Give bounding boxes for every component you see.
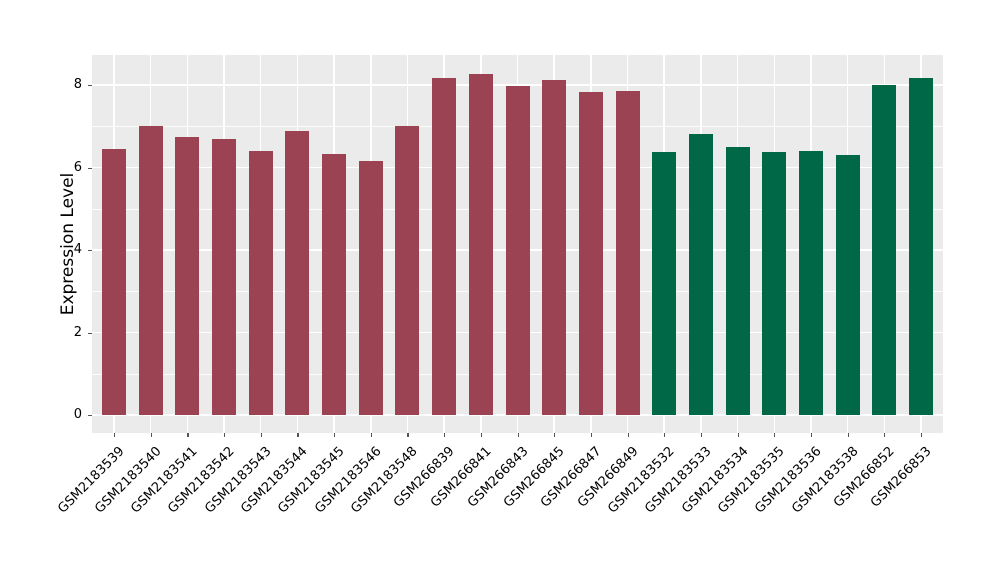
- y-tick-label: 6: [73, 159, 82, 175]
- x-tick-mark: [774, 433, 776, 437]
- x-tick-mark: [810, 433, 813, 437]
- y-tick-label: 8: [73, 77, 82, 92]
- bar-GSM266841: [468, 73, 493, 415]
- y-tick-label: 0: [73, 407, 82, 422]
- bar-GSM2183546: [358, 161, 383, 415]
- bar-GSM266847: [578, 91, 603, 415]
- bar-GSM266839: [432, 78, 457, 415]
- y-tick-mark: [88, 415, 92, 417]
- bar-GSM266852: [872, 85, 897, 415]
- x-tick-mark: [627, 433, 629, 437]
- bar-GSM2183534: [725, 146, 750, 415]
- y-tick-mark: [88, 332, 92, 334]
- x-tick-mark: [334, 433, 336, 437]
- bar-GSM2183533: [688, 133, 713, 415]
- x-tick-mark: [224, 433, 226, 437]
- x-tick-mark: [260, 433, 262, 437]
- bar-GSM2183543: [248, 150, 273, 415]
- x-tick-mark: [150, 433, 152, 437]
- bar-GSM2183532: [652, 151, 677, 415]
- bar-GSM2183535: [762, 151, 787, 415]
- bar-GSM2183540: [138, 126, 163, 415]
- x-tick-mark: [517, 433, 519, 437]
- x-tick-mark: [370, 433, 372, 437]
- bar-GSM266843: [505, 85, 530, 415]
- x-tick-mark: [444, 433, 446, 437]
- bar-GSM2183545: [322, 153, 347, 415]
- x-tick-mark: [297, 433, 299, 437]
- x-tick-mark: [114, 433, 116, 437]
- bar-GSM266849: [615, 90, 640, 415]
- bar-GSM266845: [542, 80, 567, 415]
- x-tick-mark: [920, 433, 923, 437]
- x-tick-mark: [480, 433, 482, 437]
- bar-GSM2183538: [835, 155, 860, 415]
- y-gridline-major: [92, 414, 943, 416]
- bar-GSM2183548: [395, 125, 420, 415]
- y-gridline-major: [92, 84, 943, 86]
- plot-area: [92, 55, 943, 433]
- bar-GSM2183536: [798, 150, 823, 415]
- x-tick-mark: [700, 433, 703, 437]
- x-tick-mark: [187, 433, 189, 437]
- bar-GSM2183544: [285, 130, 310, 415]
- bar-GSM266853: [908, 78, 933, 415]
- x-tick-mark: [847, 433, 849, 437]
- bar-GSM2183542: [212, 139, 237, 415]
- bar-GSM2183539: [102, 148, 126, 415]
- x-tick-mark: [737, 433, 739, 437]
- x-tick-mark: [664, 433, 666, 437]
- y-tick-mark: [88, 85, 92, 87]
- y-tick-mark: [88, 250, 92, 252]
- x-tick-mark: [407, 433, 409, 437]
- y-tick-label: 4: [73, 242, 82, 257]
- x-tick-mark: [590, 433, 593, 437]
- x-tick-mark: [884, 433, 886, 437]
- x-tick-mark: [554, 433, 556, 437]
- y-tick-mark: [88, 167, 92, 169]
- bar-GSM2183541: [175, 137, 200, 415]
- y-tick-label: 2: [73, 324, 82, 340]
